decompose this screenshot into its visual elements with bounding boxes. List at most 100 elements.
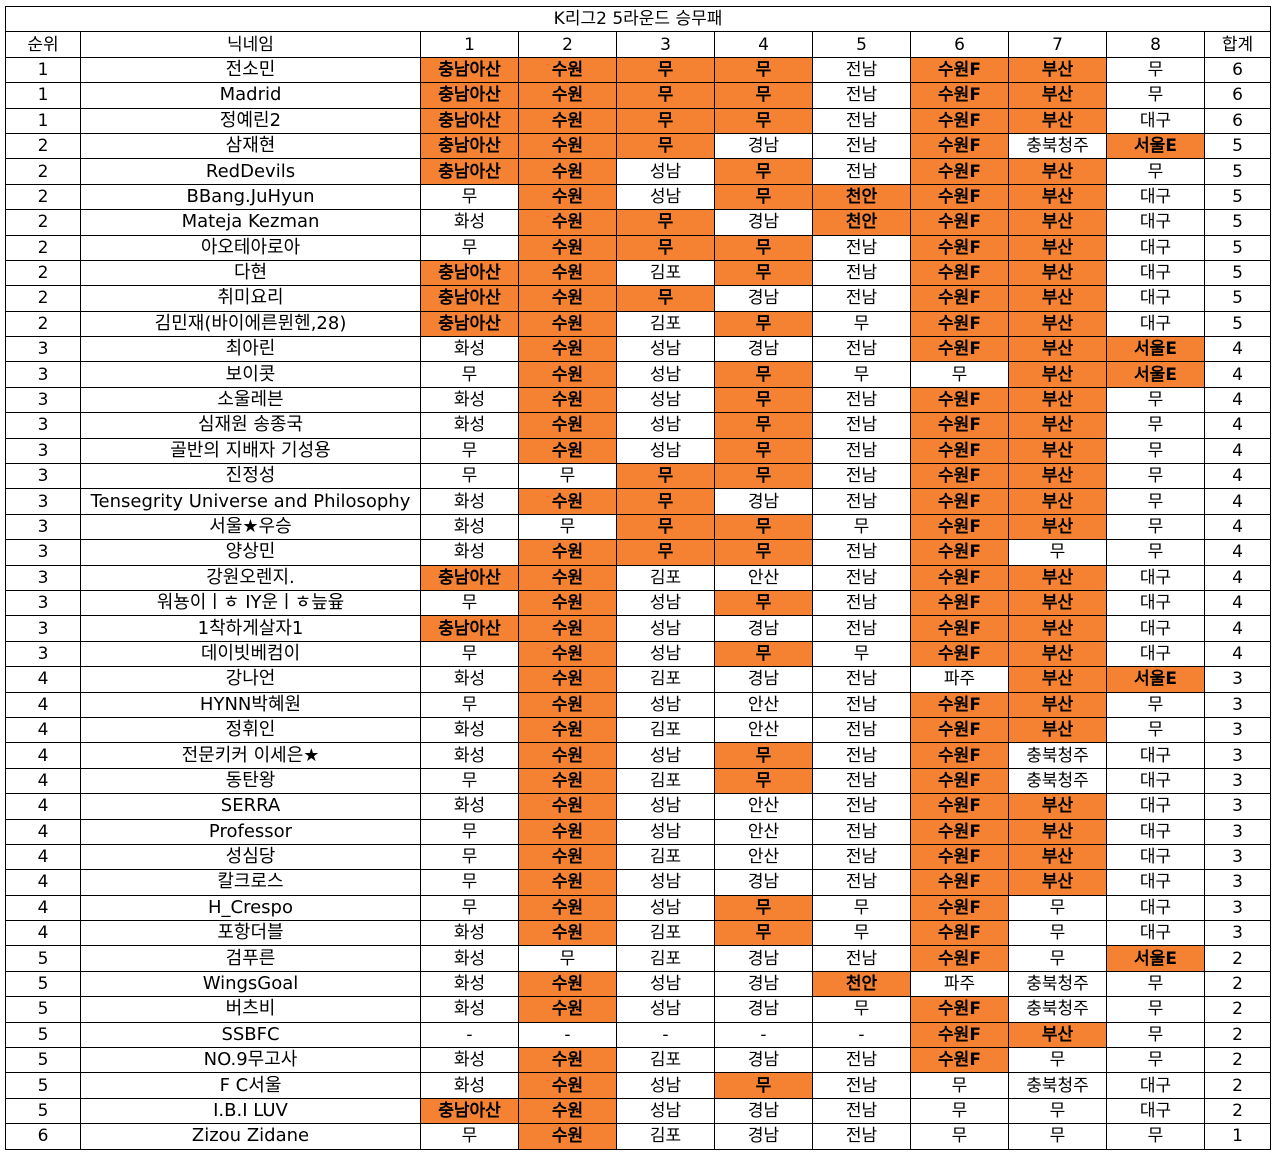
nickname: 서울★우승 [80, 513, 421, 541]
pick: 충남아산 [420, 285, 519, 312]
column-header: 2 [518, 31, 617, 58]
pick: 부산 [1008, 183, 1107, 211]
pick: 무 [714, 539, 813, 566]
pick: 무 [518, 463, 617, 490]
pick: 전남 [812, 437, 911, 465]
pick: 무 [812, 996, 911, 1023]
nickname: 칼크로스 [80, 869, 421, 896]
pick: 화성 [420, 412, 519, 439]
pick: 무 [1106, 463, 1205, 490]
pick: 무 [1106, 437, 1205, 465]
table-row: 3 진정성 무 무 무 무 전남 수원F 부산 무 4 [5, 463, 1272, 490]
rank: 6 [5, 1123, 81, 1150]
pick: 충남아산 [420, 1097, 519, 1125]
pick: 수원 [518, 82, 617, 109]
rank: 2 [5, 209, 81, 236]
table-row: 4 정휘인 화성 수원 김포 안산 전남 수원F 부산 무 3 [5, 716, 1272, 744]
rank: 4 [5, 869, 81, 896]
pick: 충북청주 [1008, 132, 1107, 160]
nickname: BBang.JuHyun [80, 183, 421, 211]
pick: 무 [420, 818, 519, 845]
pick: 화성 [420, 386, 519, 414]
pick: 수원F [910, 513, 1009, 541]
pick: 무 [1106, 82, 1205, 109]
pick: - [420, 1021, 519, 1049]
table-row: 3 워뇽이ㅣㅎ IY운ㅣㅎ늪윺 무 수원 성남 무 전남 수원F 부산 대구 4 [5, 589, 1272, 617]
table-row: 4 H_Crespo 무 수원 성남 무 무 수원F 무 대구 3 [5, 894, 1272, 922]
pick: 수원F [910, 869, 1009, 896]
rank: 2 [5, 158, 81, 185]
pick: 김포 [616, 259, 715, 287]
pick: 수원 [518, 234, 617, 261]
pick: 수원 [518, 158, 617, 185]
nickname: RedDevils [80, 158, 421, 185]
nickname: 버츠비 [80, 996, 421, 1023]
pick: 무 [420, 437, 519, 465]
nickname: 검푸른 [80, 945, 421, 972]
rank: 4 [5, 666, 81, 693]
pick: 전남 [812, 56, 911, 84]
pick: 무 [1008, 1123, 1107, 1150]
nickname: 삼재현 [80, 132, 421, 160]
nickname: SERRA [80, 793, 421, 820]
pick: 무 [1106, 513, 1205, 541]
pick: 수원F [910, 158, 1009, 185]
pick: 전남 [812, 82, 911, 109]
table-row: 3 최아린 화성 수원 성남 경남 전남 수원F 부산 서울E 4 [5, 336, 1272, 363]
pick: 경남 [714, 945, 813, 972]
nickname: Madrid [80, 82, 421, 109]
pick: 대구 [1106, 920, 1205, 947]
rank: 5 [5, 970, 81, 998]
pick: 부산 [1008, 285, 1107, 312]
pick: 김포 [616, 564, 715, 591]
pick: 김포 [616, 843, 715, 871]
rank: 3 [5, 564, 81, 591]
pick: 전남 [812, 1047, 911, 1074]
total: 2 [1203, 1097, 1272, 1125]
pick: 수원 [518, 589, 617, 617]
rank: 5 [5, 1072, 81, 1099]
pick: 충남아산 [420, 310, 519, 338]
nickname: 김민재(바이에른뮌헨,28) [80, 310, 421, 338]
pick: 수원F [910, 564, 1009, 591]
pick: 대구 [1106, 615, 1205, 642]
pick: 무 [714, 412, 813, 439]
pick: 대구 [1106, 259, 1205, 287]
pick: 충북청주 [1008, 970, 1107, 998]
nickname: I.B.I LUV [80, 1097, 421, 1125]
rank: 2 [5, 234, 81, 261]
nickname: 양상민 [80, 539, 421, 566]
total: 4 [1203, 488, 1272, 515]
rank: 3 [5, 513, 81, 541]
total: 2 [1203, 996, 1272, 1023]
pick: 전남 [812, 158, 911, 185]
pick: 성남 [616, 589, 715, 617]
table-row: 3 Tensegrity Universe and Philosophy 화성 수원 무… [5, 488, 1272, 515]
total: 6 [1203, 82, 1272, 109]
pick: 무 [1008, 945, 1107, 972]
pick: 대구 [1106, 1097, 1205, 1125]
pick: 전남 [812, 132, 911, 160]
pick: 무 [714, 1072, 813, 1099]
pick: 경남 [714, 1097, 813, 1125]
pick: 대구 [1106, 640, 1205, 668]
pick: 충북청주 [1008, 767, 1107, 795]
pick: 부산 [1008, 386, 1107, 414]
pick: 서울E [1106, 666, 1205, 693]
table-row: 2 다현 충남아산 수원 김포 무 전남 수원F 부산 대구 5 [5, 259, 1272, 287]
pick: 성남 [616, 437, 715, 465]
pick: 서울E [1106, 945, 1205, 972]
total: 5 [1203, 183, 1272, 211]
pick: 전남 [812, 818, 911, 845]
table-row: 4 SERRA 화성 수원 성남 안산 전남 수원F 부산 대구 3 [5, 793, 1272, 820]
total: 3 [1203, 793, 1272, 820]
pick: 전남 [812, 666, 911, 693]
pick: 부산 [1008, 716, 1107, 744]
pick: 성남 [616, 869, 715, 896]
pick: 무 [714, 234, 813, 261]
pick: 무 [420, 1123, 519, 1150]
pick: 수원F [910, 1021, 1009, 1049]
pick: 무 [1106, 56, 1205, 84]
pick: 성남 [616, 183, 715, 211]
